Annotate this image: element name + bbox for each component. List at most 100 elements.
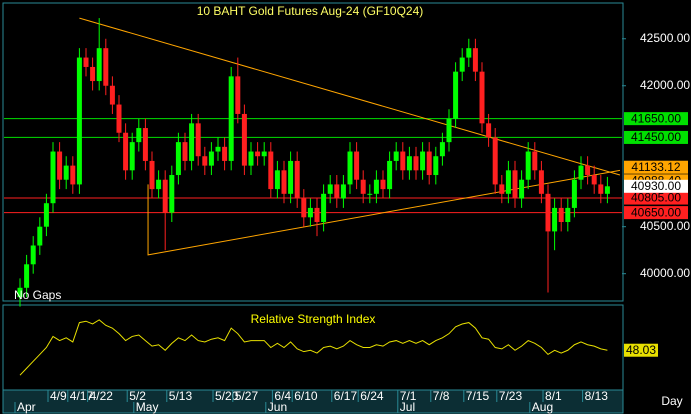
candle-body	[538, 170, 544, 194]
candle-body	[598, 184, 604, 194]
candle-body	[486, 123, 492, 138]
candle-body	[314, 207, 320, 223]
candle-body	[578, 165, 584, 180]
candle-body	[63, 165, 69, 180]
candle-body	[123, 132, 129, 171]
candle-body	[307, 207, 313, 218]
y-tick-label: 42000.00	[640, 78, 690, 92]
candle-body	[222, 146, 228, 161]
level-box	[624, 112, 688, 126]
rsi-value-box	[624, 343, 658, 357]
candle-body	[182, 142, 188, 161]
candle-body	[255, 151, 261, 157]
candle-body	[472, 48, 478, 72]
candle-body	[202, 156, 208, 166]
x-tick-label: 5/13	[169, 389, 193, 403]
level-box	[624, 191, 688, 205]
x-axis-label: Day	[661, 394, 682, 408]
candle-body	[360, 179, 366, 194]
x-tick-label: 6/10	[294, 389, 318, 403]
candle-body	[241, 113, 247, 166]
candle-body	[281, 170, 287, 194]
candle-body	[169, 175, 175, 213]
candle-body	[525, 151, 531, 180]
candle-body	[552, 207, 558, 232]
y-tick-label: 42500.00	[640, 31, 690, 45]
candle-body	[433, 156, 439, 176]
candle-body	[149, 160, 155, 190]
candle-body	[208, 151, 214, 166]
y-tick-label: 40500.00	[640, 219, 690, 233]
candle-body	[142, 128, 148, 161]
candle-body	[288, 160, 294, 194]
month-label: Apr	[17, 400, 36, 414]
candle-body	[519, 179, 525, 199]
month-label: Jul	[400, 400, 415, 414]
candle-body	[545, 193, 551, 232]
month-label: Aug	[532, 400, 553, 414]
candle-body	[301, 198, 307, 218]
price-marker	[624, 179, 688, 193]
candle-body	[57, 151, 63, 180]
x-tick-label: 5/2	[129, 389, 146, 403]
price-marker-label: 40930.00	[631, 179, 681, 193]
candle-body	[248, 151, 254, 166]
candle-body	[235, 76, 241, 114]
candle-body	[268, 151, 274, 190]
note: No Gaps	[14, 288, 61, 302]
level-label: 41450.00	[631, 130, 681, 144]
x-tick-label: 5/27	[235, 389, 259, 403]
x-tick-label: 7/23	[499, 389, 523, 403]
candle-body	[321, 193, 327, 223]
x-tick-label: 6/4	[274, 389, 291, 403]
x-axis-strip	[2, 389, 624, 414]
candle-body	[426, 151, 432, 176]
x-tick-label: 7/8	[433, 389, 450, 403]
candle-body	[459, 57, 465, 72]
x-tick-label: 4/9	[50, 389, 67, 403]
candle-body	[380, 179, 386, 190]
candle-body	[274, 170, 280, 190]
candle-body	[109, 85, 115, 105]
chart-title: 10 BAHT Gold Futures Aug-24 (GF10Q24)	[197, 4, 424, 18]
price-panel-frame	[2, 2, 624, 302]
candle-body	[261, 151, 267, 157]
candle-body	[393, 151, 399, 161]
candle-body	[571, 179, 577, 208]
candle-body	[479, 71, 485, 124]
candle-body	[558, 207, 564, 223]
candle-body	[83, 57, 89, 67]
candle-body	[70, 165, 76, 185]
candle-body	[24, 264, 30, 288]
level-box	[624, 130, 688, 144]
candle-body	[505, 170, 511, 194]
candle-body	[492, 137, 498, 185]
candle-body	[446, 118, 452, 143]
candle-body	[373, 179, 379, 194]
candle-body	[195, 123, 201, 157]
x-tick-label: 8/1	[545, 389, 562, 403]
candle-body	[37, 226, 43, 246]
x-tick-label: 7/15	[466, 389, 490, 403]
x-tick-label: 4/22	[90, 389, 114, 403]
rsi-value-label: 48.03	[626, 343, 656, 357]
level-label: 40650.00	[631, 205, 681, 219]
candle-body	[532, 151, 538, 171]
candle-body	[162, 179, 168, 213]
candle-body	[406, 156, 412, 171]
candle-body	[585, 165, 591, 176]
candle-body	[453, 71, 459, 119]
candle-body	[43, 203, 49, 227]
rsi-line	[19, 319, 608, 376]
x-tick-label: 7/1	[400, 389, 417, 403]
candle-body	[294, 160, 300, 199]
x-tick-label: 6/17	[334, 389, 358, 403]
candle-body	[175, 142, 181, 176]
price-marker	[624, 160, 688, 174]
x-tick-label: 8/13	[585, 389, 609, 403]
price-marker-label: 41133.12	[631, 160, 680, 174]
candle-body	[228, 76, 234, 161]
candle-body	[466, 48, 472, 58]
candle-body	[420, 151, 426, 171]
candle-body	[591, 175, 597, 185]
